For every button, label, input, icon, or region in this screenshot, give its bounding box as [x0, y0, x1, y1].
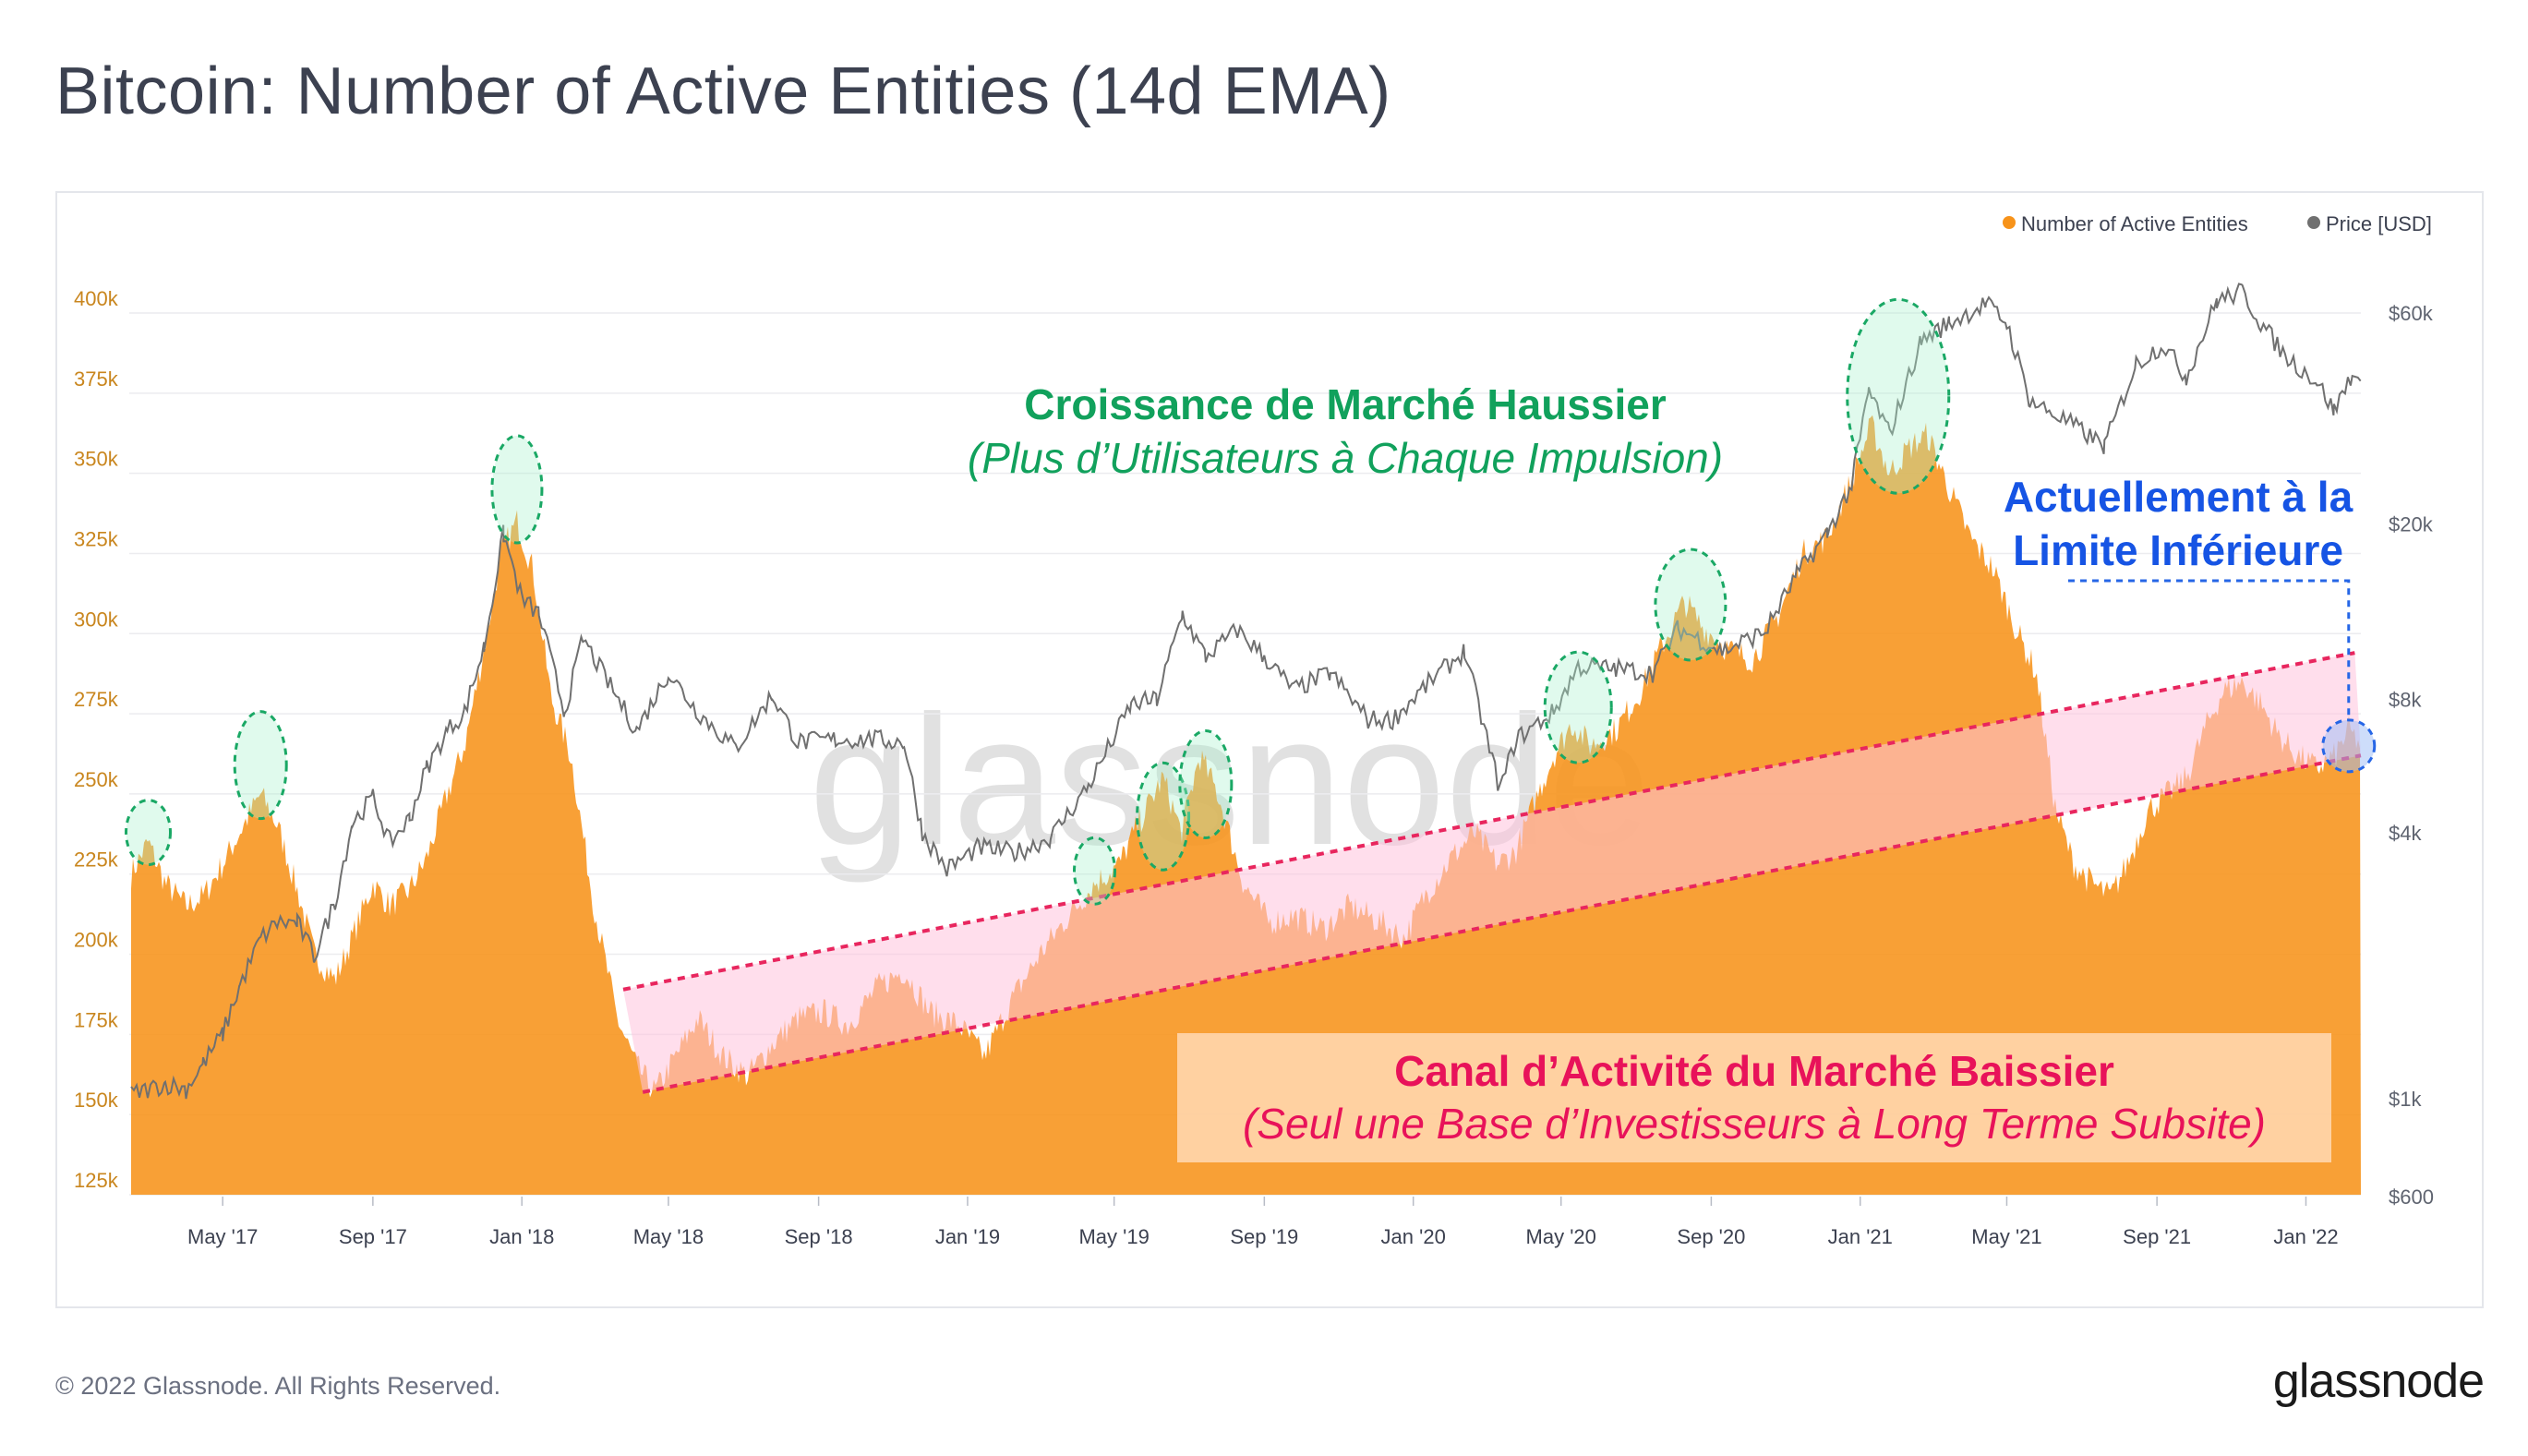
- current-level-highlight: [2321, 718, 2377, 774]
- bull-growth-subtitle: (Plus d’Utilisateurs à Chaque Impulsion): [968, 434, 1723, 482]
- page-title: Bitcoin: Number of Active Entities (14d …: [55, 54, 1391, 128]
- price-line-path: [130, 283, 2362, 1100]
- bull-peak-highlight: [490, 434, 544, 545]
- x-tick-label: May '17: [187, 1225, 258, 1248]
- bull-growth-title: Croissance de Marché Haussier: [1024, 380, 1667, 428]
- copyright-text: © 2022 Glassnode. All Rights Reserved.: [55, 1372, 501, 1400]
- y-right-tick-label: $8k: [2389, 689, 2422, 712]
- legend: Number of Active Entities Price [USD]: [2003, 212, 2432, 235]
- bull-peak-highlight: [1073, 836, 1117, 906]
- bull-peak-highlight: [125, 799, 173, 867]
- bear-channel-subtitle: (Seul une Base d’Investisseurs à Long Te…: [1243, 1100, 2266, 1148]
- x-tick-label: Jan '22: [2273, 1225, 2338, 1248]
- y-axis-right: $600 $1k $4k $8k $20k $60k: [2389, 302, 2434, 1209]
- y-left-tick-label: 375k: [74, 367, 119, 391]
- chart-panel: glassnode 125k 150k 175k 200k 225k 250k 275k 30…: [55, 191, 2484, 1308]
- y-left-tick-label: 275k: [74, 688, 119, 711]
- y-left-tick-label: 225k: [74, 848, 119, 872]
- legend-entities-label: Number of Active Entities: [2021, 212, 2248, 235]
- x-tick-label: May '20: [1526, 1225, 1596, 1248]
- y-left-tick-label: 400k: [74, 287, 119, 310]
- x-tick-label: Sep '19: [1230, 1225, 1298, 1248]
- y-right-tick-label: $60k: [2389, 302, 2434, 325]
- current-lower-line2: Limite Inférieure: [2013, 526, 2343, 574]
- y-left-tick-label: 325k: [74, 527, 119, 550]
- bull-peak-highlight: [1136, 761, 1191, 872]
- bull-peak-highlight: [1543, 650, 1613, 764]
- x-tick-label: Jan '20: [1381, 1225, 1446, 1248]
- y-left-tick-label: 150k: [74, 1089, 119, 1112]
- bull-peak-highlight: [1846, 297, 1951, 495]
- legend-price-label: Price [USD]: [2326, 212, 2432, 235]
- x-tick-label: Jan '21: [1828, 1225, 1893, 1248]
- bull-peak-highlight: [1654, 548, 1727, 662]
- x-tick-label: Sep '18: [785, 1225, 853, 1248]
- y-axis-left: 125k 150k 175k 200k 225k 250k 275k 300k 325k 350k…: [74, 287, 119, 1192]
- x-tick-label: May '18: [633, 1225, 704, 1248]
- x-axis: May '17 Sep '17 Jan '18 May '18 Sep '18 Jan '…: [187, 1197, 2339, 1248]
- channel-upper-line: [622, 651, 2355, 992]
- legend-price-swatch: [2307, 216, 2320, 229]
- x-tick-label: Sep '20: [1677, 1225, 1745, 1248]
- price-line: [130, 283, 2362, 1100]
- channel-lower-line: [642, 753, 2362, 1094]
- x-tick-label: Sep '17: [339, 1225, 407, 1248]
- current-lower-line1: Actuellement à la: [2004, 473, 2353, 521]
- y-left-tick-label: 250k: [74, 768, 119, 791]
- entities-area: [131, 415, 2361, 1195]
- legend-entities-swatch: [2003, 216, 2016, 229]
- y-left-tick-label: 300k: [74, 608, 119, 631]
- y-right-tick-label: $1k: [2389, 1088, 2422, 1111]
- y-right-tick-label: $4k: [2389, 822, 2422, 845]
- highlight-ellipses: [125, 297, 2377, 906]
- y-left-tick-label: 125k: [74, 1169, 119, 1192]
- bull-peak-highlight: [233, 710, 288, 821]
- x-tick-label: May '19: [1078, 1225, 1149, 1248]
- bear-annotation-box: [1177, 1033, 2331, 1162]
- chart-svg: glassnode 125k150k175k200k225k250k275k30…: [74, 212, 2434, 1248]
- y-left-tick-label: 350k: [74, 448, 119, 471]
- y-right-tick-label: $600: [2389, 1185, 2434, 1209]
- glassnode-logo[interactable]: glassnode: [2272, 1354, 2485, 1408]
- channel-fill: [622, 653, 2361, 1092]
- entities-area-fill: [131, 415, 2361, 1195]
- y-left-tick-label: 175k: [74, 1008, 119, 1031]
- y-right-tick-label: $20k: [2389, 512, 2434, 535]
- current-connector-line: [2068, 579, 2351, 718]
- bull-peak-highlight: [1178, 728, 1234, 839]
- x-tick-label: May '21: [1971, 1225, 2041, 1248]
- y-left-tick-label: 200k: [74, 929, 119, 952]
- x-tick-label: Jan '19: [935, 1225, 1000, 1248]
- bear-channel: [622, 651, 2362, 1094]
- bear-channel-title: Canal d’Activité du Marché Baissier: [1394, 1047, 2114, 1095]
- x-tick-label: Sep '21: [2123, 1225, 2191, 1248]
- x-tick-label: Jan '18: [489, 1225, 554, 1248]
